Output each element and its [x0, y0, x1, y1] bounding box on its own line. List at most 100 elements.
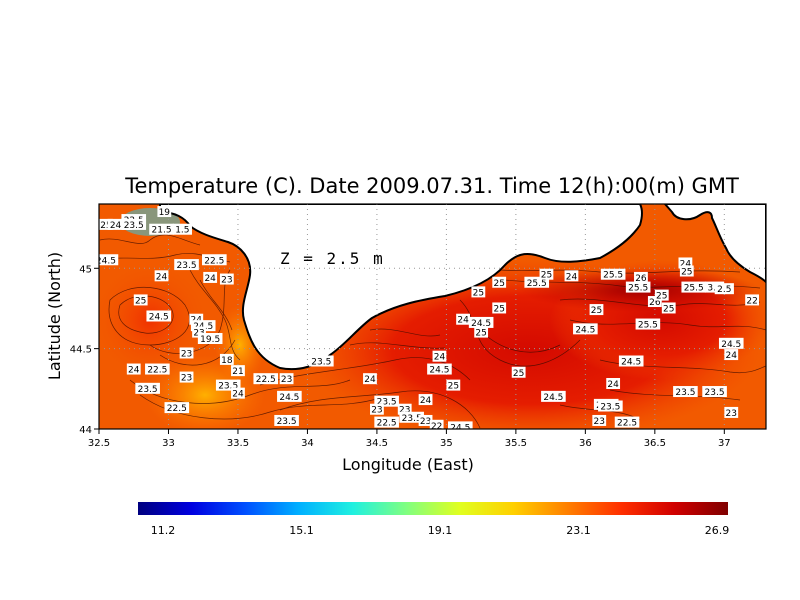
contour-label-text: 23 [594, 417, 605, 427]
contour-label-text: 23 [399, 406, 410, 416]
contour-label-text: 24 [232, 390, 244, 400]
contour-label: 22.5 [614, 416, 640, 429]
contour-label-box [492, 276, 507, 288]
contour-label-text: 24.5 [429, 366, 449, 376]
contour-label: 24 [456, 313, 470, 326]
contour-label-text: 23.5 [600, 403, 620, 413]
contour-label: 25 [492, 276, 507, 289]
contour-label-text: 25.5 [628, 284, 648, 294]
contour-label: 25 [654, 289, 669, 302]
contour-label: 24.5 [541, 390, 566, 403]
contour-label-box [661, 302, 676, 314]
contour-label-text: 24 [204, 274, 216, 284]
contour-label: 24 [432, 350, 447, 363]
contour-label: 3.5 [704, 281, 725, 294]
contour-label: 22.5 [164, 402, 190, 414]
contour-label-box [704, 281, 725, 293]
contour-label-text: 23 [221, 276, 232, 286]
contour-label-text: 23.5 [311, 358, 331, 368]
x-tick-label: 37 [718, 438, 731, 449]
land-masses [159, 204, 766, 371]
contour-label-box [492, 302, 507, 314]
contour-label: 22.5 [202, 254, 227, 266]
contour-label-box [231, 387, 245, 399]
contour-label: 2.5 [714, 283, 734, 295]
contour-label-text: 23.5 [177, 261, 197, 271]
contour-label: 23.5 [374, 395, 399, 408]
contour-label: 23 [592, 414, 607, 427]
contour-label-box [634, 271, 648, 283]
contour-label-box [573, 323, 598, 335]
contour-label: 19 [157, 206, 172, 218]
contour-label-text: 25 [541, 271, 552, 281]
contour-label-box [702, 386, 727, 398]
contour-label-text: 25 [100, 221, 111, 231]
contour-label-text: 1.5 [175, 226, 189, 236]
contour-label: 22 [429, 419, 444, 429]
contour-label-box [446, 379, 461, 391]
contour-label: 25.5 [681, 281, 707, 294]
contour-label-text: 18 [221, 356, 233, 366]
contour-label: 1.5 [172, 223, 192, 236]
contour-label-box [564, 270, 579, 282]
contour-labels: 2524.522.523.51921.51.524.523.522.524242… [99, 206, 760, 429]
colorbar-ticks: 11.2 15.1 19.1 23.1 26.9 [151, 524, 730, 537]
contour-label-box [654, 289, 669, 301]
contour-label: 23 [219, 273, 234, 286]
contour-label-text: 25.5 [527, 279, 547, 289]
contour-label: 23 [397, 403, 412, 416]
contour-label-text: 23.5 [218, 382, 238, 392]
contour-label-text: 2.5 [717, 285, 731, 295]
x-tick-label: 36.5 [644, 438, 666, 449]
contour-label-box [274, 414, 299, 426]
contour-label: 24 [678, 257, 693, 269]
contour-label-box [146, 310, 172, 322]
x-tick-label: 32.5 [88, 438, 110, 449]
contour-label: 25.5 [600, 268, 626, 281]
contour-label-text: 23 [181, 349, 192, 359]
contour-label-box [154, 270, 169, 282]
contour-label-box [625, 281, 651, 293]
contour-label-text: 25 [473, 288, 484, 298]
contour-label: 24.5 [277, 390, 302, 403]
contour-label-text: 22.5 [377, 419, 397, 429]
contour-label-box [600, 268, 626, 280]
contour-label: 24 [126, 363, 141, 376]
contour-label-text: 25 [135, 296, 146, 306]
contour-label: 25 [539, 268, 554, 281]
contour-label-box [164, 402, 190, 414]
contour-label-box [174, 259, 199, 271]
contour-label: 23 [370, 403, 384, 416]
contour-label-text: 25 [663, 304, 674, 314]
contour-label-box [202, 254, 227, 266]
contour-label: 25 [511, 366, 526, 379]
contour-label: 24 [724, 349, 739, 361]
contour-label: 24 [154, 270, 169, 282]
contour-label-text: 22.5 [147, 366, 167, 376]
x-tick-label: 34 [301, 438, 314, 449]
contour-label-box [474, 326, 489, 338]
contour-label-box [370, 403, 384, 415]
contour-label: 23.5 [174, 259, 199, 271]
contour-label-box [126, 363, 141, 375]
contour-label-box [215, 379, 241, 391]
contour-label: 24.5 [99, 254, 119, 266]
contour-label-text: 24 [607, 380, 619, 390]
contour-label-box [157, 206, 172, 218]
contour-label: 25 [679, 265, 694, 278]
contour-label: 22 [745, 294, 760, 306]
contour-label: 23 [279, 373, 294, 385]
contour-label: 22.5 [145, 363, 170, 376]
contour-label-text: 19 [159, 208, 171, 218]
contour-label-box [432, 350, 447, 362]
contour-label-box [524, 276, 550, 288]
contour-label: 25 [99, 218, 113, 231]
x-axis-label: Longitude (East) [342, 455, 474, 474]
contour-label-text: 24 [156, 272, 168, 282]
contour-label-text: 24.5 [471, 319, 491, 329]
contour-label: 25 [661, 302, 676, 314]
contour-label-text: 24.5 [543, 393, 563, 403]
y-tick-label: 44 [79, 425, 92, 436]
contour-label: 23.5 [598, 400, 623, 413]
contour-label-box [219, 353, 234, 365]
